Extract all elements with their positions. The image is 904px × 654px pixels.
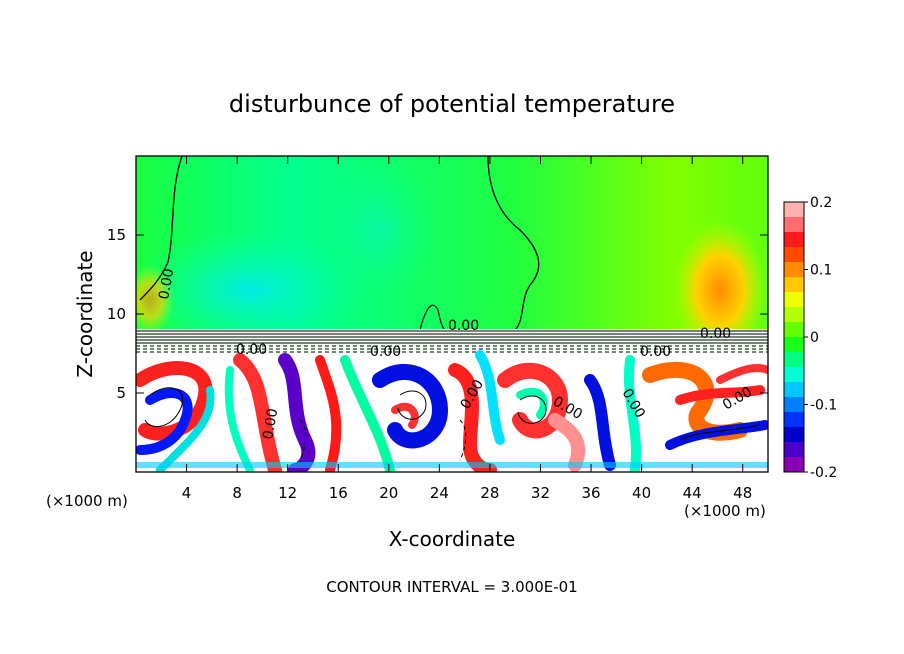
- contour-label: 0.00: [700, 326, 731, 342]
- x-tick-label: 36: [581, 484, 600, 502]
- x-tick-label: 4: [182, 484, 192, 502]
- bump-contour: [419, 304, 446, 331]
- colorbar-swatch: [784, 442, 804, 458]
- contour-label: 0.00: [448, 318, 479, 334]
- x-tick-label: 12: [278, 484, 297, 502]
- cool-region-2: [320, 160, 440, 300]
- x-tick-label: 44: [683, 484, 702, 502]
- y-tick-label: 15: [107, 226, 126, 244]
- x-axis-label: X-coordinate: [389, 527, 516, 551]
- chart-title: disturbunce of potential temperature: [229, 90, 675, 118]
- y-unit-label: (×1000 m): [46, 492, 128, 510]
- colorbar-tick-label: -0.2: [810, 465, 837, 481]
- colorbar-swatch: [784, 307, 804, 323]
- colorbar-swatch: [784, 277, 804, 293]
- plot-area: [136, 156, 768, 472]
- colorbar-swatch: [784, 322, 804, 338]
- warm-region-2: [136, 265, 174, 335]
- contour-label: 0.00: [260, 407, 281, 440]
- warm-region: [672, 220, 768, 360]
- contour-interval-note: CONTOUR INTERVAL = 3.000E-01: [326, 578, 577, 596]
- colorbar-swatch: [784, 217, 804, 233]
- x-tick-label: 28: [480, 484, 499, 502]
- colorbar-swatch: [784, 412, 804, 428]
- inversion-contours: [136, 330, 768, 353]
- colorbar-tick-label: -0.1: [810, 398, 837, 414]
- lower-contours: [144, 387, 761, 461]
- contour-label: 0.00: [640, 344, 671, 360]
- zero-contour-upper: [139, 156, 540, 331]
- y-tick-label: 5: [116, 384, 126, 402]
- colorbar: 0.2 0.1 0 -0.1 -0.2: [783, 195, 837, 481]
- colorbar-tick-label: 0.1: [810, 263, 832, 279]
- x-tick-label: 20: [379, 484, 398, 502]
- colorbar-swatch: [784, 292, 804, 308]
- x-tick-label: 24: [430, 484, 449, 502]
- x-tick-label: 32: [531, 484, 550, 502]
- colorbar-swatch: [784, 202, 804, 218]
- contour-label: 0.00: [370, 344, 401, 360]
- colorbar-swatch: [784, 397, 804, 413]
- x-tick-label: 16: [329, 484, 348, 502]
- x-tick-label: 8: [232, 484, 242, 502]
- colorbar-swatch: [784, 457, 804, 473]
- contour-label: 0.00: [236, 342, 267, 358]
- x-unit-label: (×1000 m): [684, 502, 766, 520]
- x-axis: 4 8 12 16 20 24 28 32 36 40 44 48: [182, 156, 752, 502]
- cool-region: [136, 230, 370, 350]
- colorbar-tick-label: 0: [810, 330, 819, 346]
- y-axis-label: Z-coordinate: [73, 250, 97, 377]
- colorbar-tick-label: 0.2: [810, 195, 832, 211]
- colorbar-swatch: [784, 382, 804, 398]
- x-tick-label: 48: [733, 484, 752, 502]
- contour-label: 0.00: [156, 267, 177, 300]
- colorbar-swatch: [784, 247, 804, 263]
- colorbar-swatch: [784, 367, 804, 383]
- colorbar-swatch: [784, 427, 804, 443]
- y-axis: 5 10 15: [107, 226, 768, 402]
- x-tick-label: 40: [632, 484, 651, 502]
- colorbar-swatch: [784, 262, 804, 278]
- colorbar-swatch: [784, 352, 804, 368]
- colorbar-swatch: [784, 232, 804, 248]
- colorbar-swatch: [784, 337, 804, 353]
- turbulent-eddies: [136, 350, 768, 472]
- y-tick-label: 10: [107, 305, 126, 323]
